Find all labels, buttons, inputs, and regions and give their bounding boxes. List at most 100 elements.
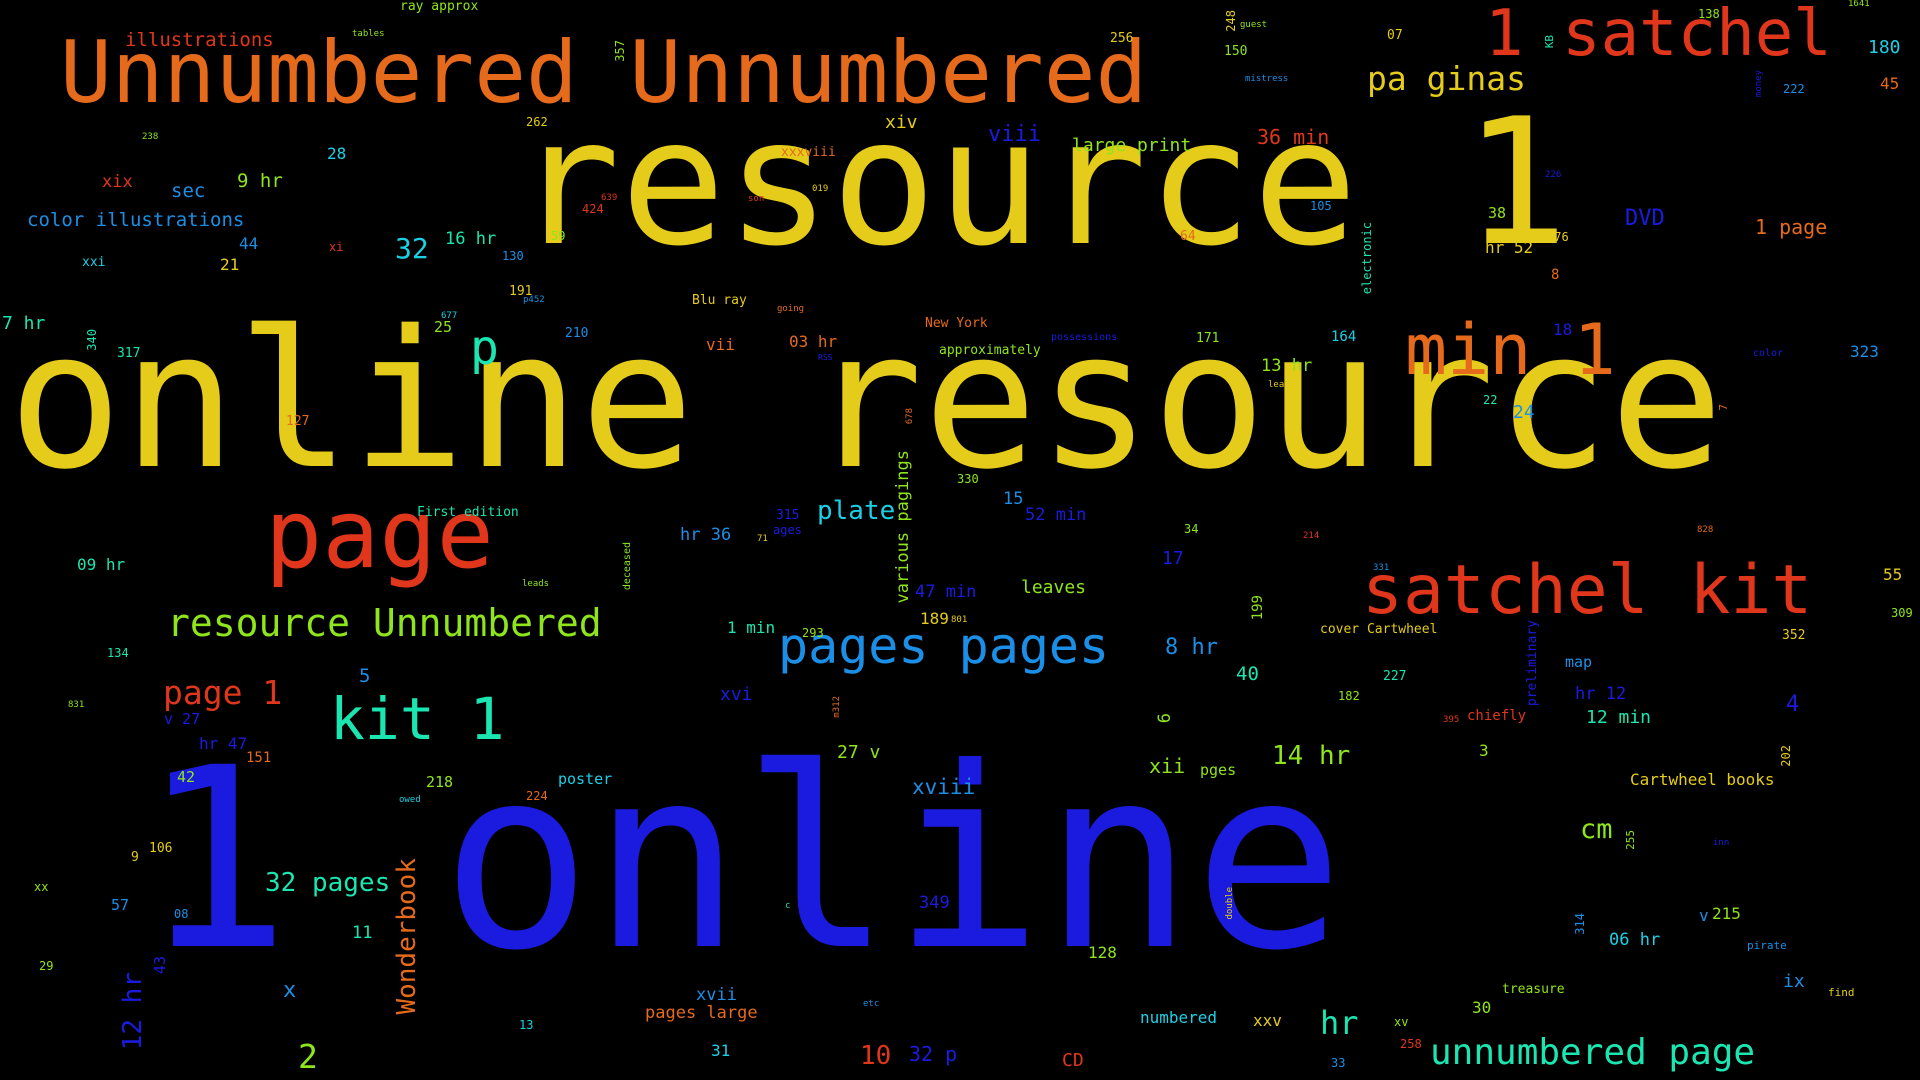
- word: 8 hr: [1165, 635, 1218, 660]
- word: 44: [239, 234, 259, 253]
- word: 323: [1850, 342, 1879, 361]
- word: 6: [1155, 713, 1175, 724]
- word: v 27: [164, 710, 201, 728]
- word: deceased: [622, 542, 633, 591]
- word: 222: [1783, 82, 1805, 96]
- word: 1641: [1848, 0, 1870, 9]
- word: 395: [1443, 715, 1460, 725]
- word: 9: [131, 850, 139, 865]
- word: resource 1: [515, 82, 1569, 285]
- word: cover Cartwheel: [1320, 622, 1438, 637]
- word: unnumbered page: [1430, 1032, 1756, 1073]
- word: satchel kit: [1362, 551, 1813, 630]
- word: 127: [286, 414, 310, 429]
- word: 32 p: [909, 1042, 958, 1066]
- word: 13: [519, 1018, 534, 1032]
- word: numbered: [1140, 1008, 1218, 1027]
- word: 330: [957, 472, 979, 486]
- word: 34: [1184, 522, 1199, 536]
- word: Cartwheel books: [1630, 770, 1775, 789]
- word: 12 min: [1586, 707, 1652, 728]
- word: 105: [1310, 199, 1332, 213]
- word: Blu ray: [692, 293, 747, 308]
- word: preliminary: [1525, 620, 1540, 707]
- word: color: [1753, 348, 1784, 359]
- word: 801: [951, 615, 968, 625]
- word: ray approx: [400, 0, 479, 14]
- word: xvii: [696, 985, 737, 1005]
- word: 128: [1088, 943, 1117, 962]
- word: v: [1699, 906, 1709, 925]
- word: ages: [773, 523, 802, 537]
- word: min 1: [1405, 309, 1616, 391]
- word: electronic: [1360, 222, 1374, 295]
- word: 5: [359, 665, 371, 687]
- word: xxi: [82, 255, 106, 270]
- word: 1 satchel: [1485, 0, 1832, 71]
- word: 180: [1868, 37, 1901, 58]
- word: iii: [621, 873, 635, 895]
- word: 38: [1488, 204, 1507, 222]
- word: 13 hr: [1261, 356, 1313, 376]
- word: 06 hr: [1609, 930, 1661, 950]
- word: hr: [1320, 1004, 1359, 1042]
- word: money: [1754, 70, 1764, 98]
- word: 226: [1545, 170, 1562, 180]
- word: 309: [1891, 606, 1913, 620]
- word: xii: [1149, 754, 1186, 778]
- word: xv: [1394, 1015, 1409, 1029]
- word: xi: [329, 240, 344, 254]
- word: 331: [1373, 563, 1390, 573]
- word: First edition: [417, 505, 519, 520]
- word: hr 12: [1575, 684, 1627, 704]
- word: online resource: [8, 290, 1724, 511]
- word: 2: [298, 1037, 318, 1076]
- word: 12 hr: [118, 972, 148, 1051]
- word: xxxviii: [781, 145, 836, 160]
- word: m312: [832, 696, 842, 718]
- word: 30: [1472, 998, 1492, 1017]
- word: hr 36: [680, 525, 732, 545]
- word: color illustrations: [27, 209, 245, 231]
- word: 150: [1224, 44, 1248, 59]
- word: 199: [1250, 595, 1266, 621]
- word: map: [1565, 653, 1593, 671]
- word: find: [1828, 986, 1855, 999]
- word: double: [1225, 887, 1235, 920]
- word: 182: [1338, 689, 1360, 703]
- word: 29: [39, 959, 54, 973]
- word: 215: [1712, 904, 1741, 923]
- word: mistress: [1245, 74, 1289, 84]
- word: 52 min: [1025, 505, 1087, 525]
- word: 7 hr: [2, 313, 46, 334]
- word: 27 v: [837, 742, 881, 763]
- word: 224: [526, 789, 548, 803]
- word: 22: [1483, 393, 1498, 407]
- word: xxv: [1253, 1011, 1282, 1030]
- word: kit 1: [330, 685, 505, 753]
- word: 3: [1479, 741, 1489, 760]
- word: DVD: [1625, 206, 1665, 231]
- word: 28: [327, 144, 347, 163]
- word: page 1: [163, 673, 283, 712]
- word: 677: [441, 311, 458, 321]
- word: 828: [1697, 525, 1714, 535]
- word: 42: [177, 768, 196, 786]
- word: 349: [919, 893, 950, 913]
- word: xviii: [912, 775, 976, 799]
- word: 176: [1547, 230, 1569, 244]
- word: 15: [1003, 489, 1024, 509]
- word: leaf: [1268, 380, 1290, 390]
- word: xx: [34, 880, 49, 894]
- word: 18: [1553, 320, 1573, 339]
- word: chiefly: [1467, 708, 1527, 724]
- word: 43: [151, 956, 169, 975]
- word: 16 hr: [445, 229, 497, 249]
- word: 151: [246, 750, 272, 766]
- word: 357: [613, 40, 627, 62]
- word: xiv: [885, 112, 918, 133]
- word: 17: [1162, 548, 1184, 569]
- word: pirate: [1747, 939, 1787, 952]
- word: 315: [776, 508, 800, 523]
- word: p: [470, 320, 499, 376]
